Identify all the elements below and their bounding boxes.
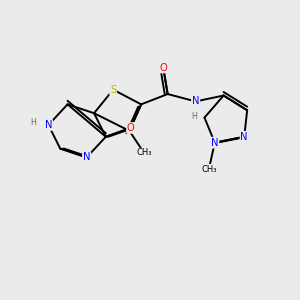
Text: H: H [191, 112, 197, 121]
Text: N: N [211, 138, 218, 148]
Text: O: O [159, 63, 167, 73]
Text: N: N [45, 120, 52, 130]
Text: S: S [110, 85, 116, 94]
Text: H: H [30, 118, 36, 127]
Text: N: N [83, 152, 90, 162]
Text: O: O [127, 123, 135, 133]
Text: N: N [192, 96, 200, 106]
Text: CH₃: CH₃ [201, 165, 217, 174]
Text: CH₃: CH₃ [136, 148, 152, 158]
Text: N: N [241, 132, 248, 142]
